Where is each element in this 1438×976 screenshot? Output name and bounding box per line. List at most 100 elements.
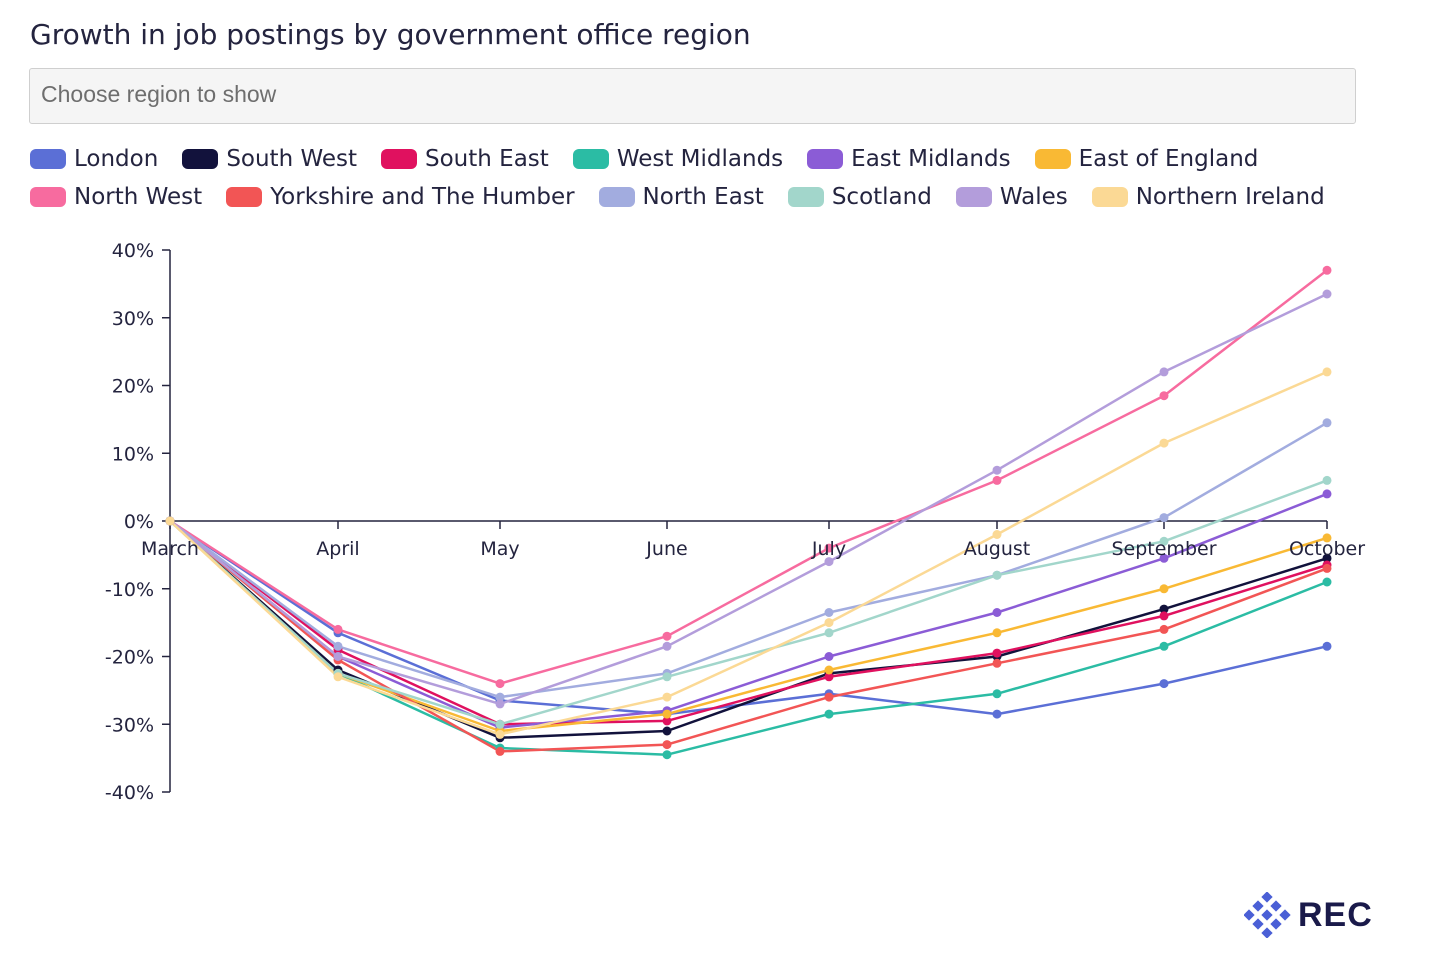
- legend-item-north-east[interactable]: North East: [598, 184, 764, 210]
- data-point-london[interactable]: [992, 709, 1002, 719]
- rec-logo: REC: [1244, 892, 1373, 938]
- y-tick-label: 30%: [112, 308, 154, 330]
- data-point-west-midlands[interactable]: [992, 689, 1002, 699]
- data-point-north-east[interactable]: [1159, 513, 1169, 523]
- legend-item-scotland[interactable]: Scotland: [787, 184, 932, 210]
- legend-item-east-midlands[interactable]: East Midlands: [807, 146, 1011, 172]
- data-point-wales[interactable]: [1322, 289, 1332, 299]
- data-point-london[interactable]: [1159, 679, 1169, 689]
- data-point-northern-ireland[interactable]: [824, 618, 834, 628]
- data-point-northern-ireland[interactable]: [333, 672, 343, 682]
- data-point-wales[interactable]: [495, 699, 505, 709]
- data-point-northern-ireland[interactable]: [1159, 438, 1169, 448]
- data-point-northern-ireland[interactable]: [992, 530, 1002, 539]
- series-line-north-east[interactable]: [169, 421, 1328, 699]
- data-point-west-midlands[interactable]: [1322, 577, 1332, 587]
- data-point-yorkshire-and-the-humber[interactable]: [1159, 624, 1169, 634]
- data-point-east-of-england[interactable]: [662, 709, 672, 719]
- legend-item-northern-ireland[interactable]: Northern Ireland: [1091, 184, 1325, 210]
- data-point-south-east[interactable]: [992, 648, 1002, 658]
- data-point-london[interactable]: [1322, 641, 1332, 651]
- legend-item-east-of-england[interactable]: East of England: [1034, 146, 1259, 172]
- x-tick-label: August: [964, 538, 1031, 560]
- data-point-east-of-england[interactable]: [992, 628, 1002, 638]
- series-line-south-east[interactable]: [169, 520, 1328, 726]
- data-point-west-midlands[interactable]: [662, 750, 672, 760]
- series-line-wales[interactable]: [169, 292, 1328, 706]
- data-point-scotland[interactable]: [824, 628, 834, 638]
- data-point-north-west[interactable]: [992, 475, 1002, 485]
- data-point-northern-ireland[interactable]: [662, 692, 672, 702]
- data-point-north-east[interactable]: [1322, 418, 1332, 428]
- legend-item-north-west[interactable]: North West: [30, 184, 202, 210]
- data-point-east-midlands[interactable]: [992, 608, 1002, 617]
- data-point-yorkshire-and-the-humber[interactable]: [992, 658, 1002, 668]
- data-point-scotland[interactable]: [495, 719, 505, 729]
- data-point-south-west[interactable]: [1159, 604, 1169, 614]
- rec-logo-icon: [1244, 892, 1291, 938]
- x-tick-label: October: [1289, 538, 1365, 560]
- data-point-wales[interactable]: [992, 465, 1002, 475]
- data-point-south-west[interactable]: [662, 726, 672, 736]
- region-select-placeholder: Choose region to show: [41, 81, 277, 107]
- series-line-east-midlands[interactable]: [169, 492, 1328, 729]
- data-point-wales[interactable]: [662, 641, 672, 651]
- legend-item-london[interactable]: London: [30, 146, 158, 172]
- data-point-scotland[interactable]: [992, 570, 1002, 580]
- data-point-north-west[interactable]: [824, 543, 834, 553]
- data-point-wales[interactable]: [333, 652, 343, 661]
- series-line-london[interactable]: [169, 519, 1328, 716]
- data-point-east-of-england[interactable]: [1159, 584, 1169, 594]
- series-line-north-west[interactable]: [169, 269, 1328, 685]
- data-point-south-east[interactable]: [824, 672, 834, 682]
- region-select[interactable]: Choose region to show: [29, 68, 1356, 124]
- legend-item-yorkshire-and-the-humber[interactable]: Yorkshire and The Humber: [226, 184, 575, 210]
- data-point-north-west[interactable]: [333, 624, 343, 634]
- data-point-wales[interactable]: [824, 557, 834, 567]
- data-point-scotland[interactable]: [662, 672, 672, 682]
- data-point-north-west[interactable]: [1322, 265, 1332, 275]
- data-point-northern-ireland[interactable]: [495, 729, 505, 739]
- data-point-north-west[interactable]: [495, 679, 505, 689]
- data-point-south-east[interactable]: [662, 716, 672, 726]
- series-line-northern-ireland[interactable]: [169, 370, 1328, 736]
- legend-swatch: [955, 187, 992, 207]
- series-line-scotland[interactable]: [169, 479, 1328, 726]
- legend-swatch: [807, 149, 844, 169]
- data-point-scotland[interactable]: [1159, 536, 1169, 546]
- legend-label: East of England: [1078, 146, 1259, 172]
- data-point-east-of-england[interactable]: [824, 665, 834, 675]
- data-point-yorkshire-and-the-humber[interactable]: [824, 692, 834, 702]
- data-point-east-midlands[interactable]: [1322, 489, 1332, 499]
- data-point-scotland[interactable]: [1322, 475, 1332, 485]
- series-line-yorkshire-and-the-humber[interactable]: [169, 520, 1328, 753]
- data-point-east-midlands[interactable]: [1159, 553, 1169, 563]
- legend-item-south-east[interactable]: South East: [381, 146, 549, 172]
- legend-swatch: [30, 187, 66, 207]
- data-point-west-midlands[interactable]: [824, 709, 834, 719]
- legend-item-wales[interactable]: Wales: [955, 184, 1068, 210]
- legend: London South West South East West Midlands E…: [30, 146, 1410, 210]
- legend-label: North East: [642, 184, 764, 210]
- data-point-yorkshire-and-the-humber[interactable]: [495, 746, 505, 756]
- data-point-wales[interactable]: [1159, 367, 1169, 377]
- data-point-south-east[interactable]: [1159, 611, 1169, 621]
- data-point-south-west[interactable]: [1322, 553, 1332, 563]
- data-point-north-west[interactable]: [662, 631, 672, 641]
- data-point-west-midlands[interactable]: [1159, 641, 1169, 651]
- y-tick-label: -40%: [105, 782, 154, 804]
- data-point-northern-ireland[interactable]: [165, 516, 175, 526]
- data-point-yorkshire-and-the-humber[interactable]: [662, 740, 672, 750]
- data-point-yorkshire-and-the-humber[interactable]: [1322, 563, 1332, 573]
- data-point-north-east[interactable]: [333, 641, 343, 651]
- data-point-northern-ireland[interactable]: [1322, 367, 1332, 377]
- data-point-north-east[interactable]: [495, 692, 505, 702]
- legend-label: Wales: [999, 184, 1068, 210]
- data-point-east-of-england[interactable]: [1322, 533, 1332, 543]
- data-point-north-east[interactable]: [824, 608, 834, 617]
- data-point-east-midlands[interactable]: [824, 652, 834, 661]
- data-point-north-west[interactable]: [1159, 391, 1169, 401]
- legend-item-south-west[interactable]: South West: [182, 146, 357, 172]
- legend-item-west-midlands[interactable]: West Midlands: [572, 146, 783, 172]
